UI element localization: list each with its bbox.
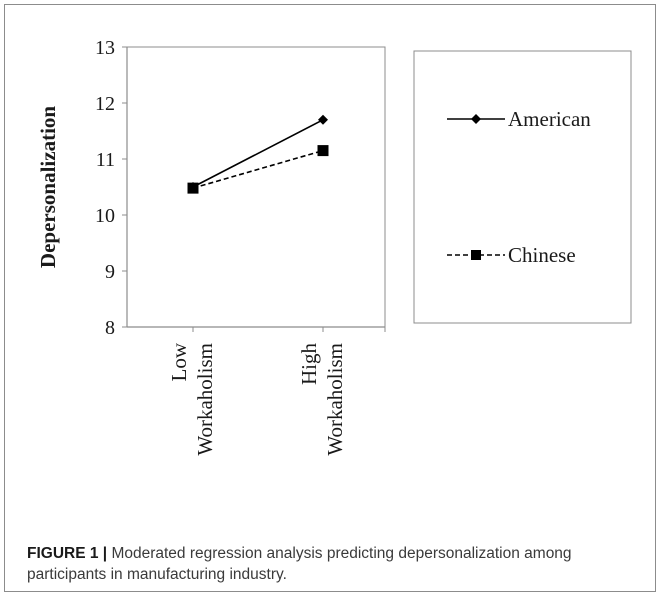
y-tick-label: 13 [95,37,115,59]
x-category-label: HighWorkaholism [297,343,347,456]
figure-caption: FIGURE 1 | Moderated regression analysis… [27,543,647,585]
x-category-label-line: High [297,343,321,386]
legend-label: Chinese [508,243,576,267]
y-tick-label: 12 [95,93,115,115]
y-tick-label: 9 [105,261,115,283]
legend: American Chinese [413,50,632,324]
legend-marker [471,114,481,124]
y-axis-title: Depersonalization [36,106,60,268]
legend-box [413,50,632,324]
data-point [317,145,329,157]
x-category-label-line: Low [167,342,191,381]
data-point [318,114,328,125]
x-category-label-line: Workaholism [193,343,217,456]
y-tick-label: 8 [105,317,115,339]
legend-label: American [508,107,591,131]
figure-frame: 8 9 10 11 12 13 LowWorkaholism HighWorkaholism D… [4,4,656,592]
x-category-label-line: Workaholism [323,343,347,456]
x-category-label: LowWorkaholism [167,342,217,455]
plot-frame [126,46,386,328]
caption-text: Moderated regression analysis predicting… [27,545,572,583]
legend-marker [471,250,481,260]
series-line [192,119,324,188]
y-tick-label: 11 [96,149,115,171]
series-line [192,149,324,189]
y-tick-label: 10 [95,205,115,227]
figure-label: FIGURE 1 | [27,545,108,562]
data-point [187,182,199,194]
